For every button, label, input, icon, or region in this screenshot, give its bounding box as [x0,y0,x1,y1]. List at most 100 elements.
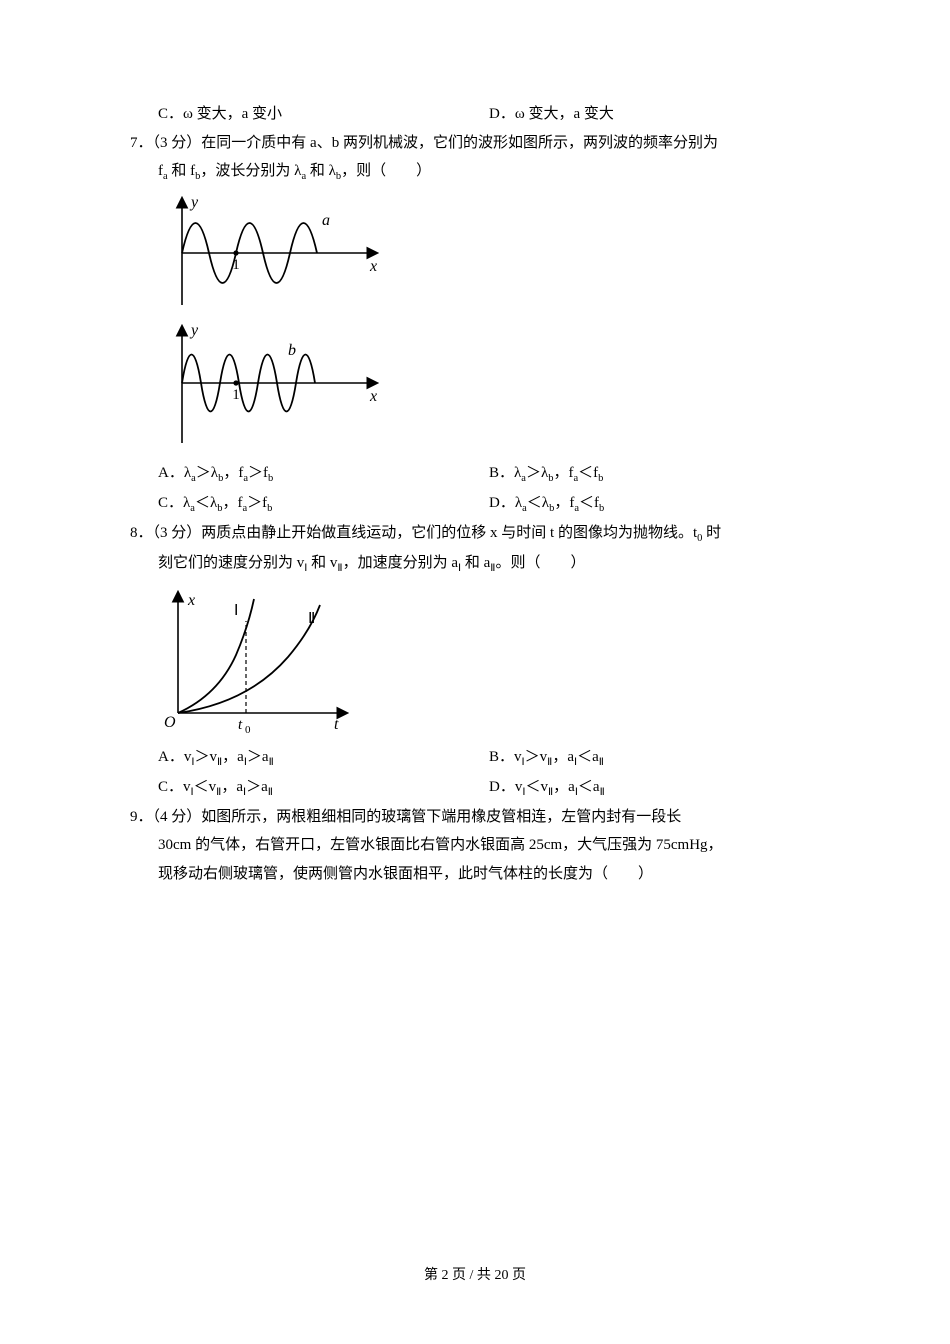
q8b-3: ，a [552,749,574,765]
q8a-2: ＞v [194,749,217,765]
q9-number: 9． [130,809,153,825]
q7-end: ，则（ ） [341,163,431,179]
q7b-3: ，f [553,465,573,481]
svg-text:t: t [238,717,243,733]
q8-options-row2: C．vⅠ＜vⅡ，aⅠ＞aⅡ D．vⅠ＜vⅡ，aⅠ＜aⅡ [130,773,820,803]
q8a-3: ，a [222,749,244,765]
svg-text:1: 1 [232,257,240,273]
svg-text:x: x [369,258,377,275]
svg-text:b: b [288,342,296,359]
q7b-4: ＜f [578,465,598,481]
q6-option-d: D．ω 变大，a 变大 [489,100,820,129]
q8-line1: 8．（3 分）两质点由静止开始做直线运动，它们的位移 x 与时间 t 的图像均为… [130,519,820,549]
q7c-3: ，f [222,495,242,511]
q8a-s4: Ⅱ [269,757,274,768]
q8c-2: ＜v [194,779,217,795]
q9-points: （4 分） [153,809,202,825]
q6-option-c: C．ω 变大，a 变小 [158,100,489,129]
q8c-s4: Ⅱ [268,787,273,798]
footer-mid: 页 / 共 [449,1268,495,1283]
q8d-1: D．v [489,779,522,795]
q7a-1: A．λ [158,465,191,481]
q9-line3: 现移动右侧玻璃管，使两侧管内水银面相平，此时气体柱的长度为（ ） [130,860,820,889]
q7d-2: ＜λ [527,495,549,511]
q7c-2: ＜λ [195,495,217,511]
q7b-1: B．λ [489,465,521,481]
q8-option-a: A．vⅠ＞vⅡ，aⅠ＞aⅡ [158,743,489,773]
svg-text:1: 1 [232,387,240,403]
q8-end: 。则（ ） [495,555,585,571]
q8c-1: C．v [158,779,191,795]
q7-figure-b: 1 y x b [130,321,820,451]
q8d-4: ＜a [578,779,600,795]
q8-option-d: D．vⅠ＜vⅡ，aⅠ＜aⅡ [489,773,820,803]
q6-options-row2: C．ω 变大，a 变小 D．ω 变大，a 变大 [130,100,820,129]
q7-option-b: B．λa＞λb，fa＜fb [489,459,820,489]
q7-text-a: 在同一介质中有 a、b 两列机械波，它们的波形如图所示，两列波的频率分别为 [201,135,718,151]
footer-tot: 20 [494,1268,508,1283]
q8-points: （3 分） [153,525,202,541]
svg-text:t: t [334,716,339,733]
q7-figure-a: 1 y x a [130,193,820,313]
q8d-2: ＜v [525,779,548,795]
q8d-s4: Ⅱ [600,787,605,798]
q8-a2-pre: 和 a [461,555,490,571]
q7d-1: D．λ [489,495,522,511]
q9-text-a: 如图所示，两根粗细相同的玻璃管下端用橡皮管相连，左管内封有一段长 [201,809,681,825]
q9-line2: 30cm 的气体，右管开口，左管水银面比右管内水银面高 25cm，大气压强为 7… [130,831,820,860]
footer-cur: 2 [442,1268,449,1283]
q8b-2: ＞v [525,749,548,765]
q7d-3: ，f [554,495,574,511]
svg-text:y: y [189,194,199,211]
q7b-s4: b [598,473,603,484]
q8-svg: O x t t 0 Ⅰ Ⅱ [158,585,358,735]
q7-la-pre: ，波长分别为 λ [200,163,301,179]
svg-text:0: 0 [245,724,251,735]
q7-options-row1: A．λa＞λb，fa＞fb B．λa＞λb，fa＜fb [130,459,820,489]
q8c-3: ，a [221,779,243,795]
q8-text-a: 两质点由静止开始做直线运动，它们的位移 x 与时间 t 的图像均为抛物线。t [201,525,697,541]
q8b-s4: Ⅱ [599,757,604,768]
q7d-4: ＜f [579,495,599,511]
svg-text:Ⅱ: Ⅱ [308,611,315,627]
q7-line2: fa 和 fb，波长分别为 λa 和 λb，则（ ） [130,157,820,187]
svg-text:Ⅰ: Ⅰ [234,603,238,619]
svg-text:O: O [164,714,176,731]
q7a-4: ＞f [248,465,268,481]
footer-suf: 页 [508,1268,526,1283]
q7-number: 7． [130,135,153,151]
q8-v1-pre: 刻它们的速度分别为 v [158,555,304,571]
q7-option-d: D．λa＜λb，fa＜fb [489,489,820,519]
q8-number: 8． [130,525,153,541]
q8a-1: A．v [158,749,191,765]
svg-text:x: x [369,388,377,405]
q7-option-a: A．λa＞λb，fa＞fb [158,459,489,489]
q8-option-b: B．vⅠ＞vⅡ，aⅠ＜aⅡ [489,743,820,773]
wave-a-svg: 1 y x a [158,193,388,313]
q7-lb-pre: 和 λ [306,163,336,179]
q7a-2: ＞λ [196,465,218,481]
q9-line1: 9．（4 分）如图所示，两根粗细相同的玻璃管下端用橡皮管相连，左管内封有一段长 [130,803,820,832]
q8-figure: O x t t 0 Ⅰ Ⅱ [130,585,820,735]
q8-a1-pre: ，加速度分别为 a [343,555,458,571]
q7-points: （3 分） [153,135,202,151]
q8b-1: B．v [489,749,522,765]
svg-text:y: y [189,322,199,339]
q8b-4: ＜a [577,749,599,765]
q7-line1: 7．（3 分）在同一介质中有 a、b 两列机械波，它们的波形如图所示，两列波的频… [130,129,820,158]
q8-v2-pre: 和 v [307,555,337,571]
q7a-3: ，f [223,465,243,481]
q7c-s4: b [267,503,272,514]
q8d-3: ，a [553,779,575,795]
q7b-2: ＞λ [526,465,548,481]
q7-fb-pre: 和 f [168,163,196,179]
q8c-4: ＞a [246,779,268,795]
svg-text:x: x [187,592,195,609]
q7d-s4: b [599,503,604,514]
q8-line2: 刻它们的速度分别为 vⅠ 和 vⅡ，加速度分别为 aⅠ 和 aⅡ。则（ ） [130,549,820,579]
q8a-4: ＞a [247,749,269,765]
q7c-4: ＞f [247,495,267,511]
q8-option-c: C．vⅠ＜vⅡ，aⅠ＞aⅡ [158,773,489,803]
q7a-s4: b [268,473,273,484]
page-footer: 第 2 页 / 共 20 页 [0,1263,950,1290]
